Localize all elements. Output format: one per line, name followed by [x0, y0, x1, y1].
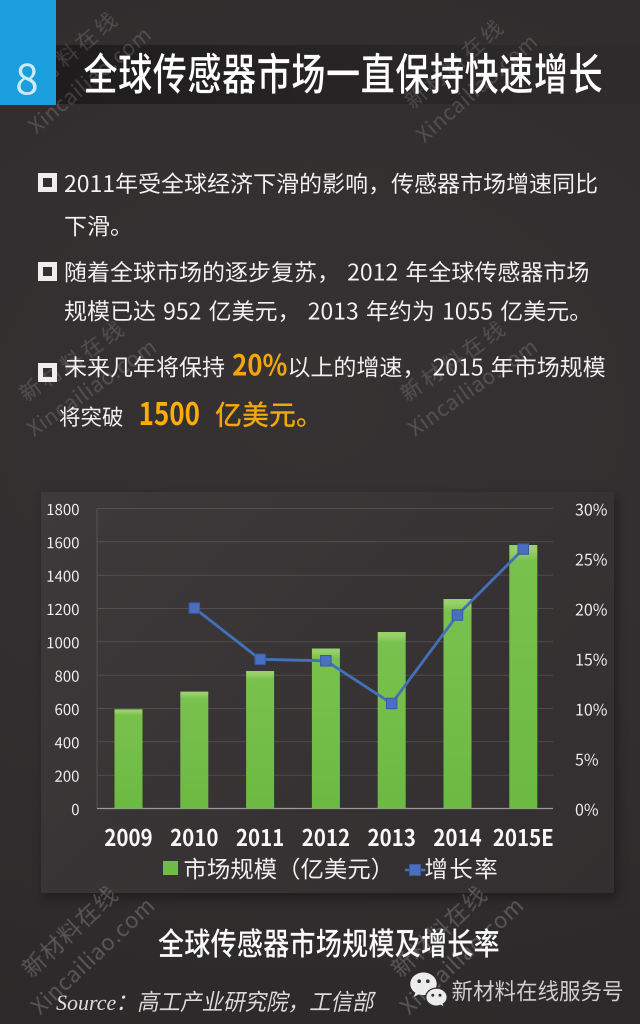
svg-text:Source: Source	[56, 990, 117, 1015]
